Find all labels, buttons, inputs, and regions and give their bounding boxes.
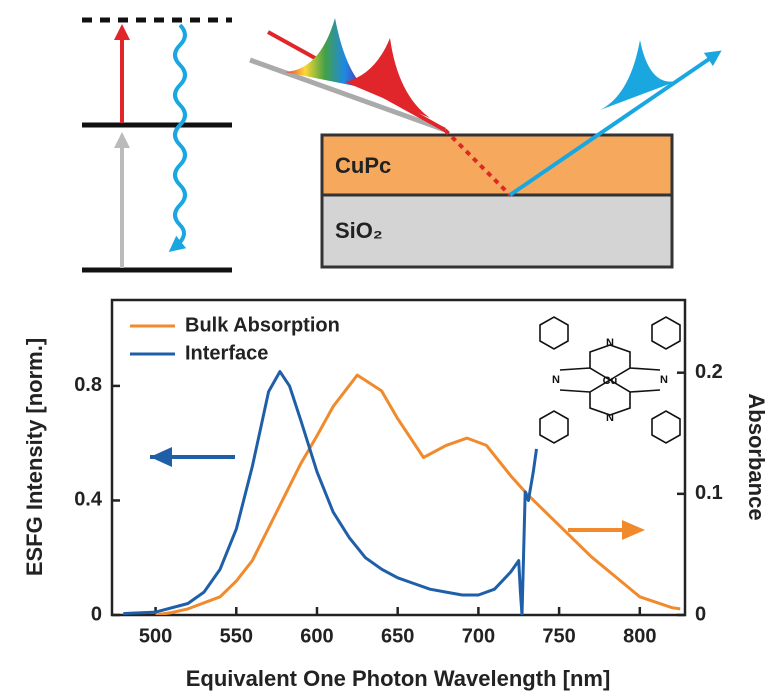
layer-label: CuPc	[335, 153, 391, 178]
series-group	[123, 370, 681, 615]
vis-pulse	[345, 38, 430, 118]
y-tick-label: 0.8	[74, 374, 102, 396]
molecule-inset	[539, 316, 681, 444]
layer-label: SiO₂	[335, 218, 383, 243]
axis-arrow-left-head	[150, 447, 172, 467]
ir-beam	[249, 57, 446, 133]
legend-label: Interface	[185, 342, 268, 364]
atom-label: N	[606, 337, 614, 349]
series-line	[123, 370, 538, 615]
x-axis-label: Equivalent One Photon Wavelength [nm]	[186, 666, 611, 691]
x-tick-label: 700	[462, 625, 495, 647]
series-line	[155, 373, 681, 615]
y-tick-label: 0	[91, 603, 102, 625]
x-tick-label: 650	[381, 625, 414, 647]
sfg-wave	[168, 23, 187, 252]
sfg-beam	[508, 50, 722, 197]
axis-arrow-right-head	[622, 520, 645, 540]
x-tick-label: 500	[139, 625, 172, 647]
atom-label: N	[606, 412, 614, 424]
cupc-layer	[320, 133, 674, 197]
y2-tick-label: 0.2	[695, 361, 723, 383]
atom-label: N	[660, 374, 668, 386]
schematic: CuPc SiO₂	[82, 17, 722, 273]
x-tick-label: 550	[220, 625, 253, 647]
y-axis-label: ESFG Intensity [norm.]	[22, 338, 47, 576]
atom-label: N	[552, 374, 560, 386]
x-tick-label: 600	[300, 625, 333, 647]
sfg-pulse	[600, 40, 680, 110]
y2-axis-label: Absorbance	[744, 393, 769, 520]
atom-label: Cu	[603, 375, 618, 387]
y2-tick-label: 0	[695, 603, 706, 625]
y-tick-label: 0.4	[74, 489, 103, 511]
y2-tick-label: 0.1	[695, 482, 723, 504]
benzene-rings	[539, 316, 681, 444]
ir-pulse	[285, 18, 365, 88]
x-tick-label: 800	[623, 625, 656, 647]
legend-label: Bulk Absorption	[185, 314, 340, 336]
plot: N N N N Cu Equivalent One Photon Wavelen…	[22, 298, 769, 691]
sio2-layer	[320, 193, 674, 269]
x-tick-label: 750	[542, 625, 575, 647]
molecule-bonds	[559, 344, 661, 416]
